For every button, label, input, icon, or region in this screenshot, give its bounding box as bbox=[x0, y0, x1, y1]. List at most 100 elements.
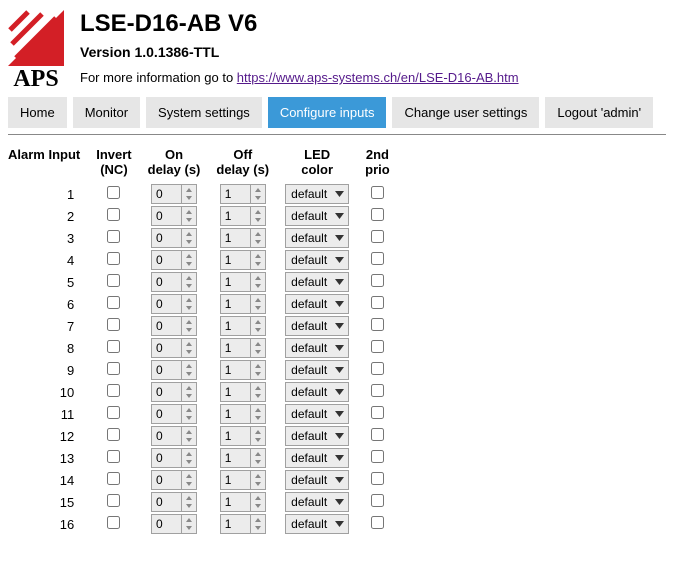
spinner-arrows-icon[interactable] bbox=[250, 251, 265, 269]
off-delay-spinner[interactable]: 1 bbox=[220, 514, 266, 534]
prio-checkbox[interactable] bbox=[371, 340, 384, 353]
spinner-arrows-icon[interactable] bbox=[250, 273, 265, 291]
info-link[interactable]: https://www.aps-systems.ch/en/LSE-D16-AB… bbox=[237, 70, 519, 85]
spinner-arrows-icon[interactable] bbox=[181, 383, 196, 401]
prio-checkbox[interactable] bbox=[371, 252, 384, 265]
on-delay-spinner[interactable]: 0 bbox=[151, 206, 197, 226]
off-delay-spinner[interactable]: 1 bbox=[220, 382, 266, 402]
off-delay-spinner[interactable]: 1 bbox=[220, 250, 266, 270]
led-color-select[interactable]: default bbox=[285, 360, 349, 380]
spinner-arrows-icon[interactable] bbox=[250, 295, 265, 313]
off-delay-spinner[interactable]: 1 bbox=[220, 316, 266, 336]
invert-checkbox[interactable] bbox=[107, 296, 120, 309]
on-delay-spinner[interactable]: 0 bbox=[151, 184, 197, 204]
prio-checkbox[interactable] bbox=[371, 230, 384, 243]
on-delay-spinner[interactable]: 0 bbox=[151, 426, 197, 446]
led-color-select[interactable]: default bbox=[285, 338, 349, 358]
spinner-arrows-icon[interactable] bbox=[181, 493, 196, 511]
on-delay-spinner[interactable]: 0 bbox=[151, 294, 197, 314]
on-delay-spinner[interactable]: 0 bbox=[151, 404, 197, 424]
invert-checkbox[interactable] bbox=[107, 208, 120, 221]
spinner-arrows-icon[interactable] bbox=[181, 229, 196, 247]
on-delay-spinner[interactable]: 0 bbox=[151, 514, 197, 534]
invert-checkbox[interactable] bbox=[107, 230, 120, 243]
led-color-select[interactable]: default bbox=[285, 470, 349, 490]
spinner-arrows-icon[interactable] bbox=[250, 317, 265, 335]
led-color-select[interactable]: default bbox=[285, 492, 349, 512]
spinner-arrows-icon[interactable] bbox=[250, 229, 265, 247]
spinner-arrows-icon[interactable] bbox=[181, 427, 196, 445]
spinner-arrows-icon[interactable] bbox=[181, 273, 196, 291]
prio-checkbox[interactable] bbox=[371, 472, 384, 485]
invert-checkbox[interactable] bbox=[107, 472, 120, 485]
invert-checkbox[interactable] bbox=[107, 252, 120, 265]
off-delay-spinner[interactable]: 1 bbox=[220, 206, 266, 226]
on-delay-spinner[interactable]: 0 bbox=[151, 228, 197, 248]
prio-checkbox[interactable] bbox=[371, 318, 384, 331]
off-delay-spinner[interactable]: 1 bbox=[220, 272, 266, 292]
led-color-select[interactable]: default bbox=[285, 404, 349, 424]
off-delay-spinner[interactable]: 1 bbox=[220, 184, 266, 204]
led-color-select[interactable]: default bbox=[285, 184, 349, 204]
spinner-arrows-icon[interactable] bbox=[250, 339, 265, 357]
nav-change-user-settings[interactable]: Change user settings bbox=[392, 97, 539, 128]
invert-checkbox[interactable] bbox=[107, 516, 120, 529]
off-delay-spinner[interactable]: 1 bbox=[220, 294, 266, 314]
on-delay-spinner[interactable]: 0 bbox=[151, 470, 197, 490]
off-delay-spinner[interactable]: 1 bbox=[220, 228, 266, 248]
spinner-arrows-icon[interactable] bbox=[181, 361, 196, 379]
led-color-select[interactable]: default bbox=[285, 272, 349, 292]
led-color-select[interactable]: default bbox=[285, 206, 349, 226]
off-delay-spinner[interactable]: 1 bbox=[220, 492, 266, 512]
off-delay-spinner[interactable]: 1 bbox=[220, 448, 266, 468]
prio-checkbox[interactable] bbox=[371, 208, 384, 221]
on-delay-spinner[interactable]: 0 bbox=[151, 338, 197, 358]
on-delay-spinner[interactable]: 0 bbox=[151, 448, 197, 468]
led-color-select[interactable]: default bbox=[285, 426, 349, 446]
invert-checkbox[interactable] bbox=[107, 494, 120, 507]
spinner-arrows-icon[interactable] bbox=[250, 207, 265, 225]
spinner-arrows-icon[interactable] bbox=[250, 383, 265, 401]
on-delay-spinner[interactable]: 0 bbox=[151, 272, 197, 292]
spinner-arrows-icon[interactable] bbox=[181, 515, 196, 533]
on-delay-spinner[interactable]: 0 bbox=[151, 492, 197, 512]
prio-checkbox[interactable] bbox=[371, 186, 384, 199]
led-color-select[interactable]: default bbox=[285, 514, 349, 534]
spinner-arrows-icon[interactable] bbox=[181, 251, 196, 269]
nav-monitor[interactable]: Monitor bbox=[73, 97, 140, 128]
spinner-arrows-icon[interactable] bbox=[250, 361, 265, 379]
prio-checkbox[interactable] bbox=[371, 494, 384, 507]
prio-checkbox[interactable] bbox=[371, 296, 384, 309]
prio-checkbox[interactable] bbox=[371, 406, 384, 419]
spinner-arrows-icon[interactable] bbox=[181, 295, 196, 313]
spinner-arrows-icon[interactable] bbox=[181, 207, 196, 225]
off-delay-spinner[interactable]: 1 bbox=[220, 338, 266, 358]
led-color-select[interactable]: default bbox=[285, 294, 349, 314]
spinner-arrows-icon[interactable] bbox=[181, 471, 196, 489]
spinner-arrows-icon[interactable] bbox=[250, 185, 265, 203]
invert-checkbox[interactable] bbox=[107, 340, 120, 353]
off-delay-spinner[interactable]: 1 bbox=[220, 470, 266, 490]
spinner-arrows-icon[interactable] bbox=[181, 449, 196, 467]
spinner-arrows-icon[interactable] bbox=[250, 515, 265, 533]
invert-checkbox[interactable] bbox=[107, 318, 120, 331]
spinner-arrows-icon[interactable] bbox=[181, 185, 196, 203]
led-color-select[interactable]: default bbox=[285, 316, 349, 336]
nav-logout-admin-[interactable]: Logout 'admin' bbox=[545, 97, 653, 128]
nav-system-settings[interactable]: System settings bbox=[146, 97, 262, 128]
on-delay-spinner[interactable]: 0 bbox=[151, 382, 197, 402]
off-delay-spinner[interactable]: 1 bbox=[220, 360, 266, 380]
prio-checkbox[interactable] bbox=[371, 362, 384, 375]
nav-configure-inputs[interactable]: Configure inputs bbox=[268, 97, 387, 128]
off-delay-spinner[interactable]: 1 bbox=[220, 404, 266, 424]
prio-checkbox[interactable] bbox=[371, 384, 384, 397]
invert-checkbox[interactable] bbox=[107, 384, 120, 397]
nav-home[interactable]: Home bbox=[8, 97, 67, 128]
off-delay-spinner[interactable]: 1 bbox=[220, 426, 266, 446]
prio-checkbox[interactable] bbox=[371, 428, 384, 441]
spinner-arrows-icon[interactable] bbox=[250, 427, 265, 445]
prio-checkbox[interactable] bbox=[371, 274, 384, 287]
invert-checkbox[interactable] bbox=[107, 450, 120, 463]
led-color-select[interactable]: default bbox=[285, 448, 349, 468]
invert-checkbox[interactable] bbox=[107, 406, 120, 419]
